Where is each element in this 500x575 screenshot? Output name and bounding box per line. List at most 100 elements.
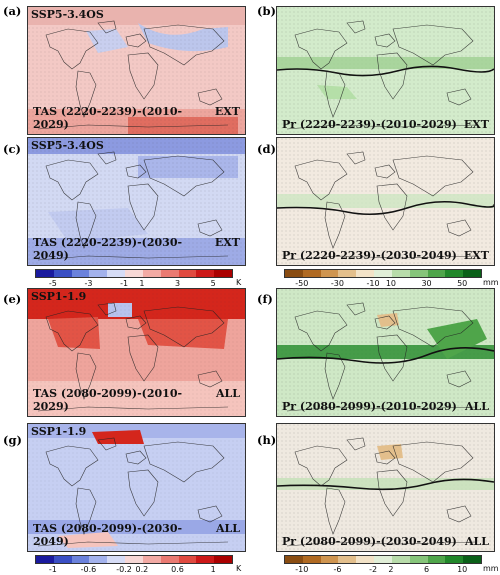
period-tag-c: EXT [214,236,240,249]
map-panel-h: Pr (2080-2099)-(2030-2049) ALL [276,423,495,552]
colorbar-swatch [107,270,126,277]
scenario-label-g: SSP1-1.9 [31,425,87,438]
colorbar-swatch [463,556,481,563]
colorbar-tick-label: -0.6 [80,565,97,574]
colorbar-tick-label: -30 [330,279,344,288]
colorbar-tick-label: 50 [457,279,468,288]
colorbar-tick-label: -6 [333,565,342,574]
panel-label-g: (g) [3,433,22,447]
scenario-label-e: SSP1-1.9 [31,290,87,303]
colorbar-swatch [214,270,232,277]
colorbar-precip-a [284,269,482,278]
colorbar-swatch [285,270,303,277]
colorbar-tick-label: 6 [423,565,430,574]
colorbar-tick-label: -1 [48,565,57,574]
colorbar-tick-label: 3 [174,279,181,288]
colorbar-swatch [89,556,108,563]
map-panel-c: SSP5-3.4OS TAS (2220-2239)-(2030-2049) E… [27,137,246,266]
title-text-c: TAS (2220-2239)-(2030-2049) [33,236,183,262]
colorbar-tick-label: 1 [139,279,145,288]
panel-label-d: (d) [257,142,276,156]
colorbar-swatch [107,556,126,563]
title-text-b: Pr (2220-2239)-(2010-2029) [282,118,457,131]
colorbar-swatch [142,270,161,277]
colorbar-swatch [178,556,197,563]
map-panel-a: SSP5-3.4OS TAS (2220-2239)-(2010-2029) E… [27,6,246,135]
colorbar-swatch [125,556,143,563]
colorbar-unit-temperature-b: K [236,564,242,573]
colorbar-tick-label: 10 [385,279,396,288]
colorbar-swatch [409,270,428,277]
colorbar-swatch [160,556,179,563]
colorbar-tick-label: -3 [84,279,93,288]
period-tag-d: EXT [463,249,489,262]
colorbar-swatch [214,556,232,563]
colorbar-unit-precip-b: mm [483,564,499,573]
colorbar-swatch [391,556,410,563]
map-panel-e: SSP1-1.9 TAS (2080-2099)-(2010-2029) ALL [27,288,246,417]
period-tag-g: ALL [215,522,240,535]
title-text-g: TAS (2080-2099)-(2030-2049) [33,522,183,548]
colorbar-tick-label: -10 [295,565,309,574]
colorbar-swatch [53,556,72,563]
panel-title-b: Pr (2220-2239)-(2010-2029) EXT [277,118,494,131]
colorbar-swatch [142,556,161,563]
map-panel-d: Pr (2220-2239)-(2030-2049) EXT [276,137,495,266]
colorbar-swatch [320,270,339,277]
colorbar-tick-label: 30 [421,279,432,288]
colorbar-swatch [463,270,481,277]
colorbar-swatch [409,556,428,563]
colorbar-tick-label: -2 [369,565,378,574]
panel-label-c: (c) [3,142,21,156]
colorbar-swatch [89,270,108,277]
colorbar-swatch [53,270,72,277]
colorbar-unit-precip-a: mm [483,278,499,287]
colorbar-swatch [125,270,143,277]
colorbar-tick-label: 0.2 [135,565,149,574]
colorbar-swatch [445,556,464,563]
colorbar-swatch [196,556,215,563]
colorbar-swatch [36,556,54,563]
colorbar-swatch [302,556,321,563]
period-tag-b: EXT [463,118,489,131]
panel-label-h: (h) [257,433,277,447]
colorbar-swatch [356,270,375,277]
panel-title-d: Pr (2220-2239)-(2030-2049) EXT [277,249,494,262]
colorbar-swatch [338,270,357,277]
colorbar-swatch [338,556,357,563]
panel-title-e: TAS (2080-2099)-(2010-2029) ALL [28,387,245,413]
panel-label-b: (b) [257,4,276,18]
panel-title-c: TAS (2220-2239)-(2030-2049) EXT [28,236,245,262]
colorbar-swatch [445,270,464,277]
colorbar-tick-label: -10 [366,279,380,288]
colorbar-swatch [36,270,54,277]
colorbar-tick-label: 0.6 [171,565,184,574]
map-panel-f: Pr (2080-2099)-(2010-2029) ALL [276,288,495,417]
title-text-f: Pr (2080-2099)-(2010-2029) [282,400,457,413]
colorbar-swatch [427,270,446,277]
colorbar-swatch [427,556,446,563]
colorbar-tick-label: -0.2 [116,565,132,574]
scenario-label-c: SSP5-3.4OS [31,139,104,152]
title-text-h: Pr (2080-2099)-(2030-2049) [282,535,457,548]
map-panel-g: SSP1-1.9 TAS (2080-2099)-(2030-2049) ALL [27,423,246,552]
title-text-a: TAS (2220-2239)-(2010-2029) [33,105,183,131]
colorbar-tick-label: -5 [48,279,57,288]
colorbar-swatch [196,270,215,277]
colorbar-temperature-a [35,269,233,278]
colorbar-temperature-b [35,555,233,564]
period-tag-f: ALL [464,400,489,413]
colorbar-swatch [178,270,197,277]
colorbar-unit-temperature-a: K [236,278,242,287]
colorbar-swatch [374,556,392,563]
colorbar-swatch [160,270,179,277]
colorbar-swatch [302,270,321,277]
colorbar-swatch [285,556,303,563]
panel-title-g: TAS (2080-2099)-(2030-2049) ALL [28,522,245,548]
map-panel-b: Pr (2220-2239)-(2010-2029) EXT [276,6,495,135]
colorbar-swatch [391,270,410,277]
period-tag-a: EXT [214,105,240,118]
scenario-label-a: SSP5-3.4OS [31,8,104,21]
panel-label-f: (f) [257,292,273,306]
colorbar-tick-label: 10 [457,565,468,574]
